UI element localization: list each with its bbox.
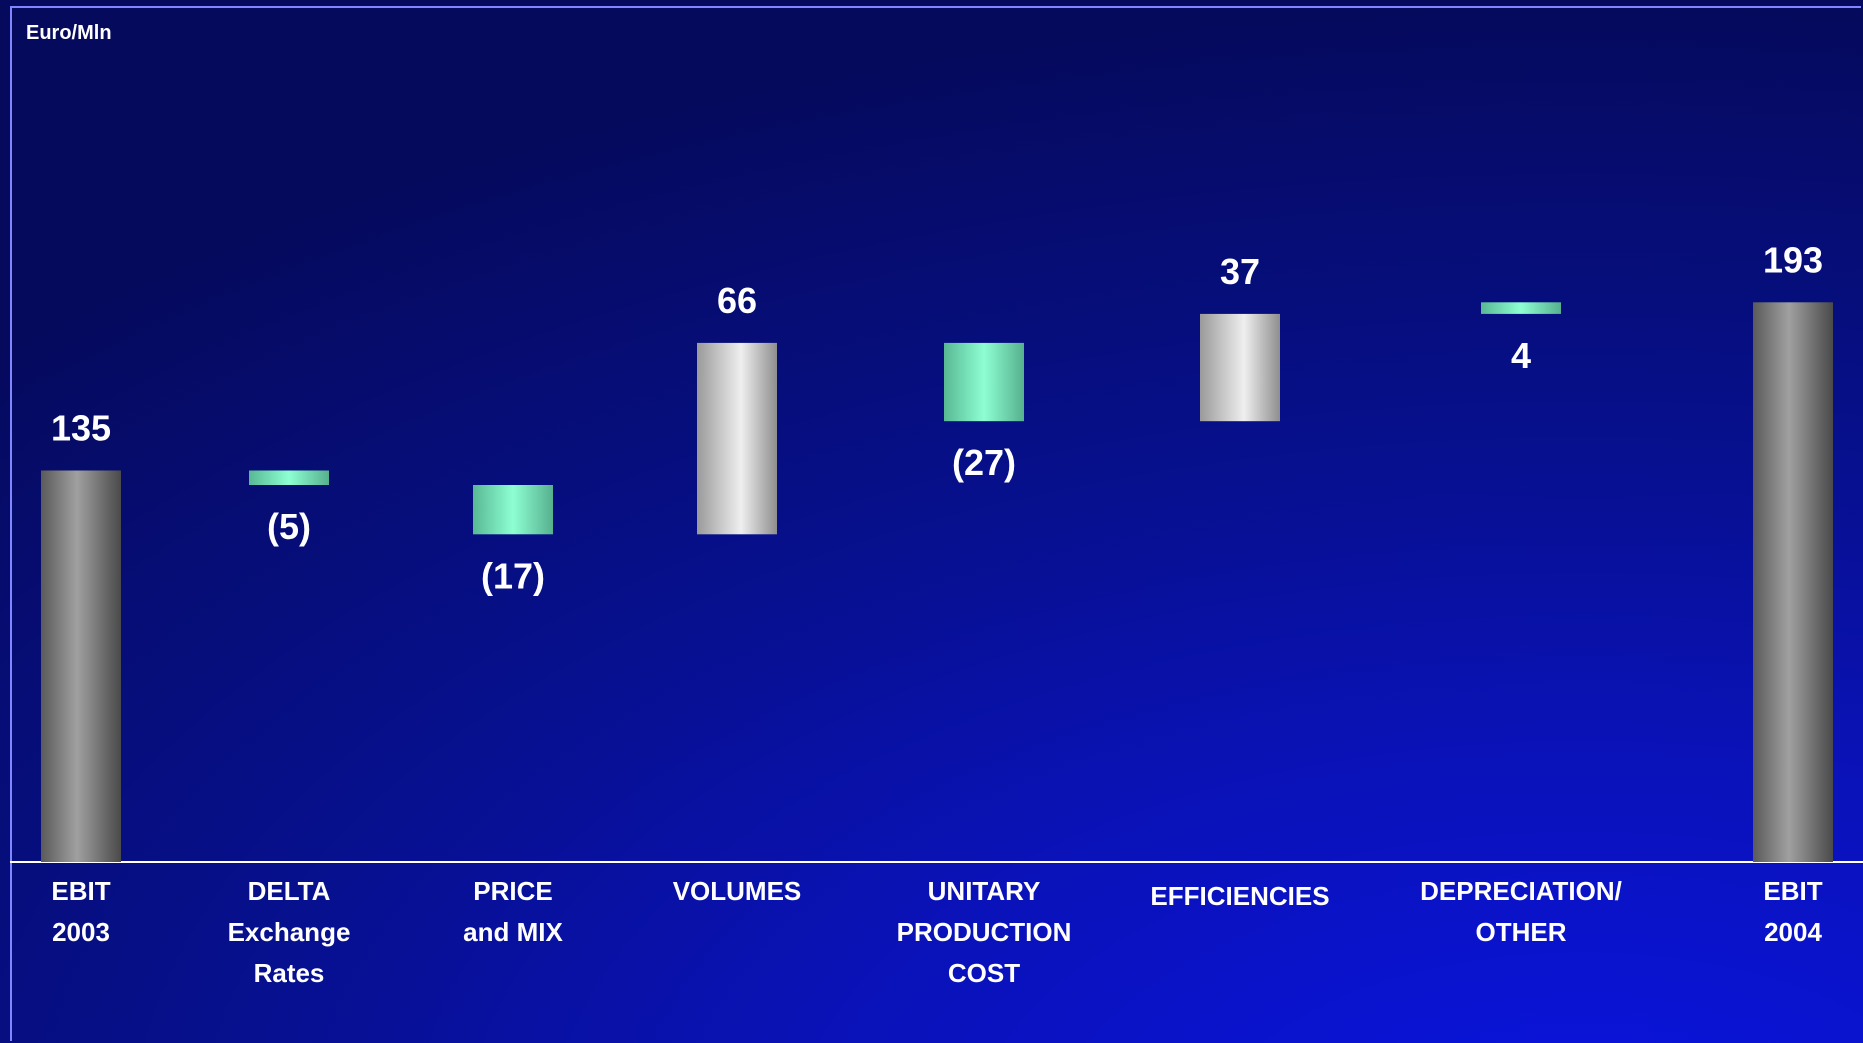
bar-1 [41, 470, 121, 862]
bar-7 [1481, 302, 1561, 314]
value-label-5: (27) [952, 442, 1016, 483]
bar-3 [473, 485, 553, 535]
value-label-8: 193 [1763, 239, 1823, 280]
unit-label: Euro/Mln [26, 22, 112, 44]
bar-5 [944, 342, 1024, 422]
category-label-5-line-3: COST [948, 958, 1020, 988]
category-label-2-line-1: DELTA [248, 876, 331, 906]
category-label-8-line-1: EBIT [1763, 876, 1822, 906]
category-label-6-line-1: EFFICIENCIES [1150, 881, 1329, 911]
value-label-6: 37 [1220, 251, 1260, 292]
category-label-7-line-1: DEPRECIATION/ [1420, 876, 1622, 906]
value-label-1: 135 [51, 408, 111, 449]
value-label-2: (5) [267, 506, 311, 547]
value-label-3: (17) [481, 555, 545, 596]
value-label-7: 4 [1511, 335, 1531, 376]
value-label-4: 66 [717, 280, 757, 321]
category-label-8-line-2: 2004 [1764, 917, 1822, 947]
category-label-3-line-2: and MIX [463, 917, 563, 947]
category-label-3-line-1: PRICE [473, 876, 552, 906]
bar-8 [1753, 302, 1833, 862]
category-label-2-line-3: Rates [254, 958, 325, 988]
category-label-1-line-2: 2003 [52, 917, 110, 947]
category-label-5-line-1: UNITARY [928, 876, 1041, 906]
chart-frame [10, 6, 1861, 1041]
category-label-5-line-2: PRODUCTION [897, 917, 1072, 947]
category-label-7-line-2: OTHER [1476, 917, 1567, 947]
bar-2 [249, 470, 329, 485]
category-label-2-line-2: Exchange [228, 917, 351, 947]
category-label-1-line-1: EBIT [51, 876, 110, 906]
bar-6 [1200, 313, 1280, 422]
category-label-4-line-1: VOLUMES [673, 876, 802, 906]
bar-4 [697, 342, 777, 535]
